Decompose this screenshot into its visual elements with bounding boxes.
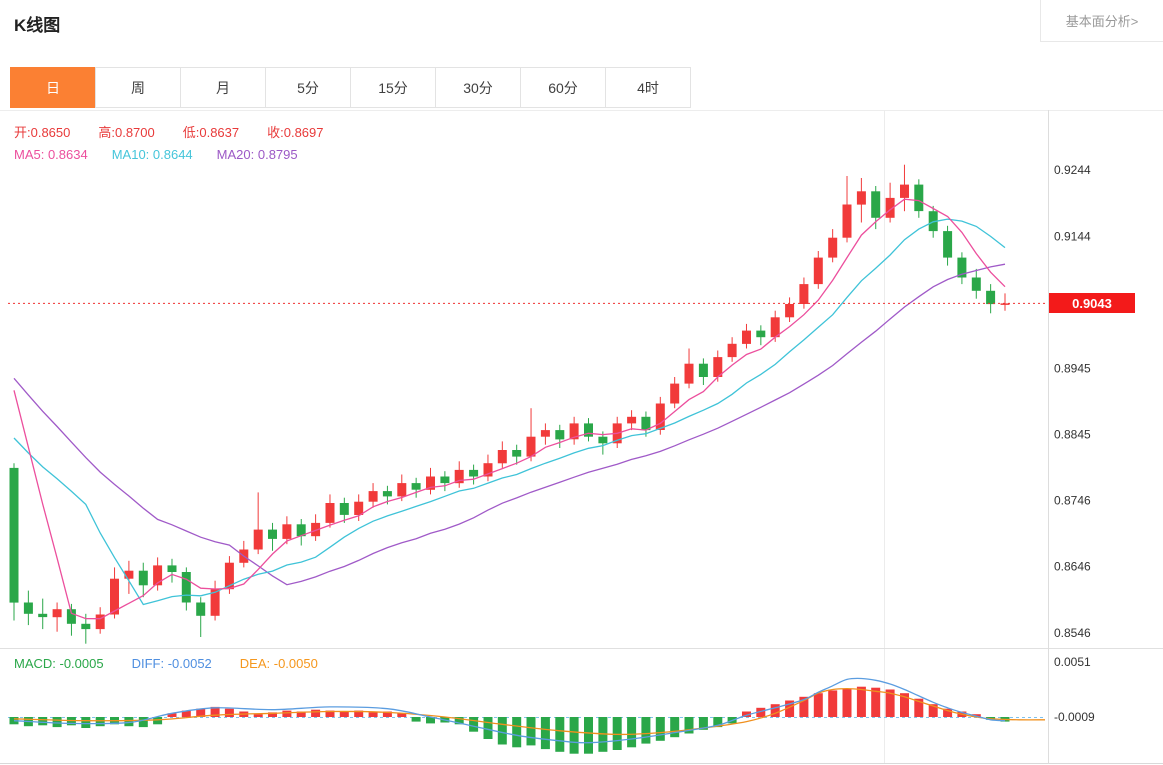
svg-text:0.9244: 0.9244: [1054, 163, 1091, 177]
price-axis-labels: 0.9244 0.9144 0.8945 0.8845 0.8746 0.8646 0.85…: [1054, 163, 1095, 724]
macd-layer: [8, 677, 1046, 754]
chart-area: 0.9244 0.9144 0.8945 0.8845 0.8746 0.8646 0.85…: [0, 110, 1163, 765]
macd-legend: MACD: -0.0005 DIFF: -0.0052 DEA: -0.0050: [14, 656, 318, 671]
legend-ohlc-item-2: 低:0.8637: [182, 125, 240, 140]
legend-ohlc-item-0: 开:0.8650: [14, 125, 71, 140]
svg-text:0.8746: 0.8746: [1054, 493, 1091, 507]
svg-text:-0.0009: -0.0009: [1054, 710, 1095, 724]
period-tab-6[interactable]: 60分: [520, 67, 606, 108]
dea-line: [13, 687, 1046, 736]
period-tab-4[interactable]: 15分: [350, 67, 436, 108]
svg-text:0.8646: 0.8646: [1054, 560, 1091, 574]
period-tabbar: 日周月 5分 15分 30分 60分 4时: [10, 67, 691, 108]
fundamental-analysis-link[interactable]: 基本面分析>: [1040, 0, 1163, 42]
legend-macd-item-0: MACD: -0.0005: [14, 656, 104, 671]
legend-macd-item-1: DIFF: -0.0052: [131, 656, 212, 671]
svg-text:0.8546: 0.8546: [1054, 626, 1091, 640]
kline-chart-canvas[interactable]: 0.9244 0.9144 0.8945 0.8845 0.8746 0.8646 0.85…: [0, 110, 1163, 765]
legend-ohlc-item-1: 高:0.8700: [98, 125, 155, 140]
period-tab-5[interactable]: 30分: [435, 67, 521, 108]
ohlc-legend: 开:0.8650 高:0.8700 低:0.8637 收:0.8697: [14, 122, 324, 141]
ma-legend: MA5: 0.8634 MA10: 0.8644 MA20: 0.8795: [14, 147, 298, 162]
period-tab-2[interactable]: 月: [180, 67, 266, 108]
legend-ma-item-0: MA5: 0.8634: [14, 147, 88, 162]
period-tab-7[interactable]: 4时: [605, 67, 691, 108]
period-tab-3[interactable]: 5分: [265, 67, 351, 108]
period-tab-0[interactable]: 日: [10, 67, 96, 108]
legend-ma-item-1: MA10: 0.8644: [111, 147, 193, 162]
diff-line: [13, 677, 1006, 744]
current-price-tag: 0.9043: [1049, 293, 1135, 313]
grid-layer: [0, 110, 1163, 764]
legend-ma-item-2: MA20: 0.8795: [216, 147, 298, 162]
ma-lines-layer: [13, 198, 1006, 620]
svg-text:0.9144: 0.9144: [1054, 229, 1091, 243]
svg-text:0.8845: 0.8845: [1054, 428, 1091, 442]
page-title: K线图: [14, 16, 61, 35]
legend-macd-item-2: DEA: -0.0050: [239, 656, 318, 671]
period-tab-1[interactable]: 周: [95, 67, 181, 108]
legend-ohlc-item-3: 收:0.8697: [267, 125, 324, 140]
candlestick-layer: [9, 164, 1010, 644]
svg-text:0.0051: 0.0051: [1054, 655, 1091, 669]
svg-text:0.8945: 0.8945: [1054, 361, 1091, 375]
